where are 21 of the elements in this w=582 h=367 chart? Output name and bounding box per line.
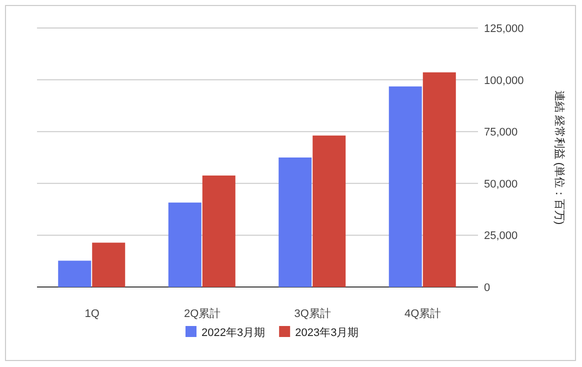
- y-tick-label: 100,000: [484, 74, 524, 87]
- legend-label: 2022年3月期: [202, 327, 266, 339]
- x-tick-label: 3Q累計: [294, 307, 331, 320]
- y-axis-title: 連結 経常利益 (単位：百万): [553, 90, 566, 225]
- x-tick-label: 4Q累計: [404, 307, 442, 320]
- bar: [168, 202, 202, 287]
- bar: [388, 86, 422, 287]
- y-tick-label: 75,000: [484, 126, 518, 139]
- y-tick-label: 25,000: [484, 230, 518, 242]
- x-tick-label: 1Q: [84, 308, 100, 320]
- bar: [58, 260, 92, 287]
- y-tick-label: 0: [484, 282, 490, 294]
- bar: [422, 72, 456, 287]
- y-tick-label: 50,000: [484, 178, 518, 190]
- bar: [92, 242, 126, 287]
- bar: [312, 136, 346, 287]
- legend-label: 2023年3月期: [295, 327, 359, 339]
- x-tick-label: 2Q累計: [184, 307, 221, 320]
- bar: [278, 158, 312, 287]
- y-tick-label: 125,000: [484, 23, 524, 35]
- bar: [202, 176, 236, 287]
